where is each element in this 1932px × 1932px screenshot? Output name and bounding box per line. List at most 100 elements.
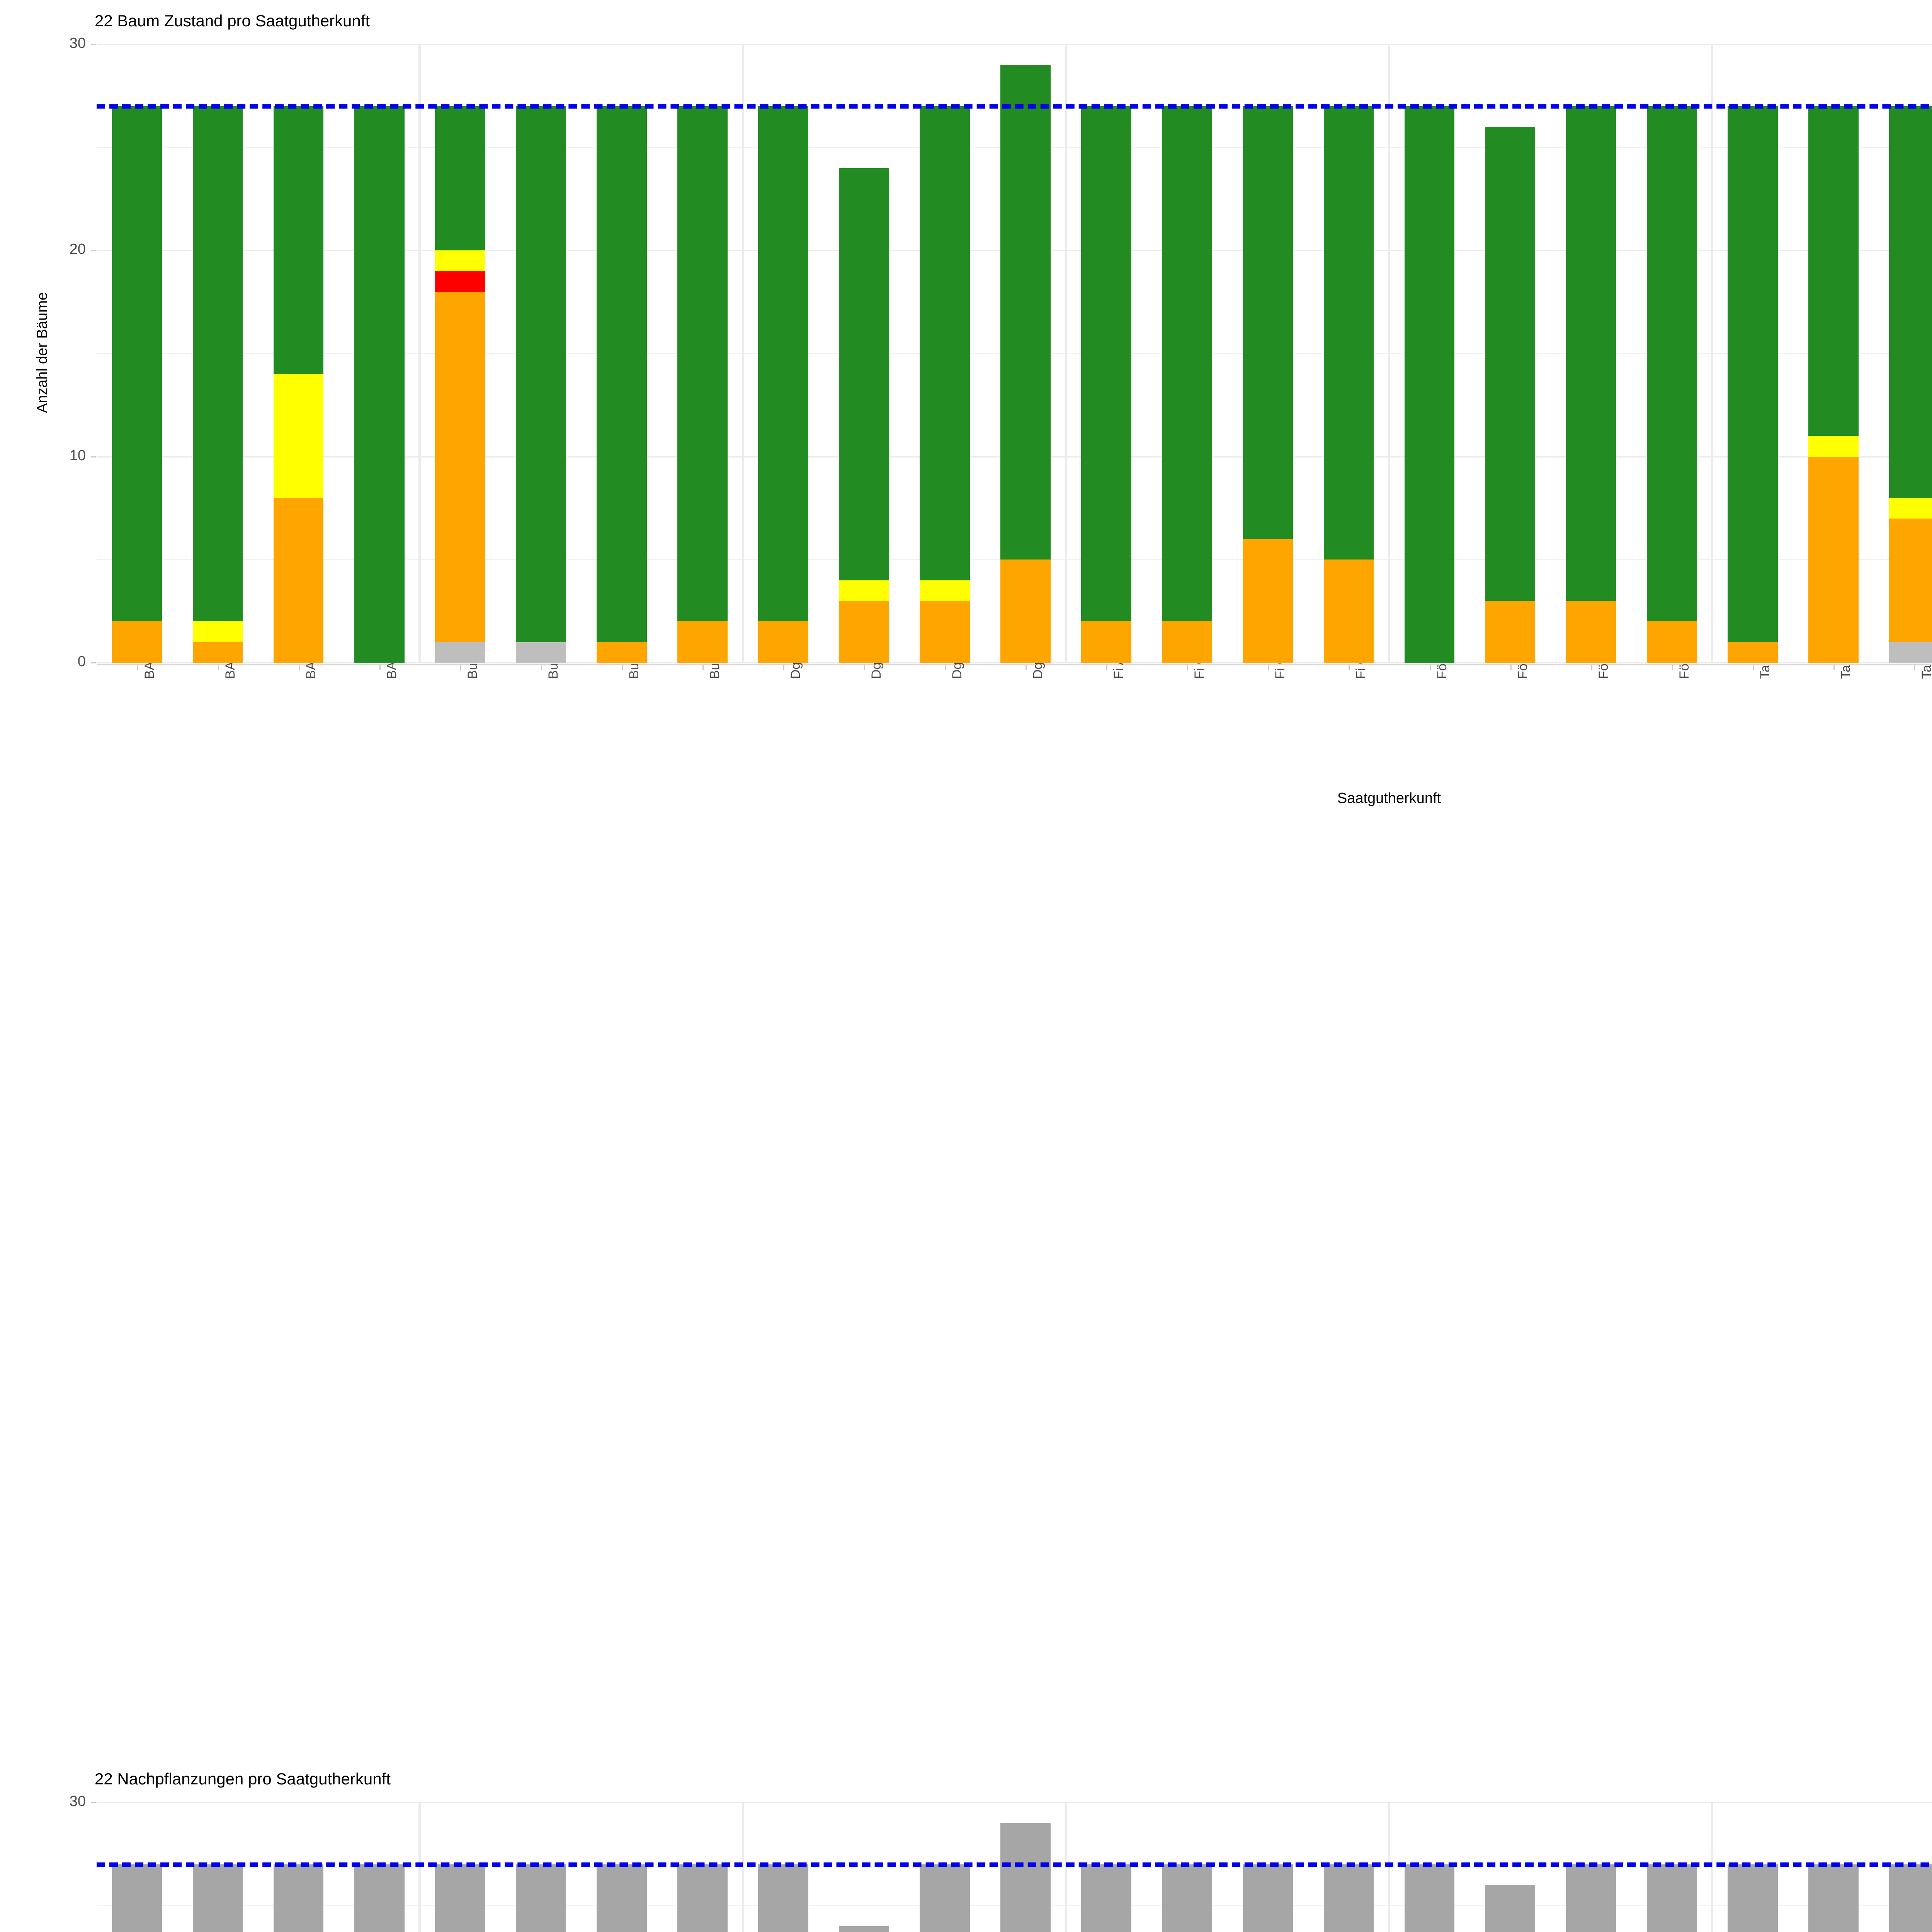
bar-segment bbox=[839, 1926, 889, 1932]
bar-fö-ch-flä[interactable] bbox=[1404, 106, 1455, 663]
x-axis-tick-mark bbox=[1268, 665, 1269, 670]
y-axis-tick-label: 30 bbox=[69, 35, 86, 51]
bar-segment bbox=[920, 1864, 970, 1932]
bar-fö-ch-sou[interactable] bbox=[1566, 1864, 1616, 1932]
bar-segment bbox=[1889, 498, 1932, 519]
bar-segment bbox=[597, 1864, 647, 1932]
bar-bah-ch-fli[interactable] bbox=[192, 1864, 243, 1932]
bar-dgl-us-ran[interactable] bbox=[1000, 65, 1051, 663]
bar-ta-ch-häg[interactable] bbox=[1727, 106, 1778, 663]
bar-bu-ch-sai[interactable] bbox=[597, 1864, 647, 1932]
bar-segment bbox=[1162, 621, 1213, 663]
bar-dgl-us-ran[interactable] bbox=[1000, 1823, 1051, 1932]
bar-segment bbox=[1646, 106, 1697, 622]
bar-segment bbox=[1566, 601, 1616, 663]
bar-fö-ch-leu[interactable] bbox=[1485, 1885, 1536, 1932]
bar-bah-ch-cor[interactable] bbox=[112, 1864, 162, 1932]
bar-segment bbox=[354, 1864, 405, 1932]
bar-segment bbox=[839, 580, 889, 601]
bar-fi-at-mün[interactable] bbox=[1081, 106, 1132, 663]
bar-dgl-us-min[interactable] bbox=[920, 1864, 970, 1932]
x-axis-tick-mark bbox=[945, 665, 946, 670]
bar-bah-ch-leu[interactable] bbox=[354, 106, 405, 663]
gridline-vertical bbox=[1711, 1803, 1714, 1932]
bar-fi-ch-alp[interactable] bbox=[1162, 106, 1213, 663]
bar-segment bbox=[597, 642, 647, 663]
bar-segment bbox=[1808, 1864, 1859, 1932]
x-axis-tick-mark bbox=[1187, 665, 1189, 670]
bar-fö-ch-leu[interactable] bbox=[1485, 127, 1536, 663]
bar-segment bbox=[273, 106, 324, 374]
x-axis-tick-mark bbox=[460, 665, 461, 670]
x-axis-tick-mark bbox=[1833, 665, 1835, 670]
bar-segment bbox=[112, 1864, 162, 1932]
plot-area-top bbox=[97, 44, 1932, 663]
bar-dgl-ch-grä[interactable] bbox=[758, 1864, 808, 1932]
x-axis-tick-mark bbox=[1349, 665, 1350, 670]
panel-baum-zustand: 22 Baum Zustand pro Saatgutherkunft Anza… bbox=[0, 0, 1932, 869]
bar-segment bbox=[435, 271, 485, 292]
bar-ta-ch-mar[interactable] bbox=[1808, 1864, 1859, 1932]
x-axis-tick-mark bbox=[218, 665, 219, 670]
gridline-horizontal bbox=[97, 662, 1932, 663]
bar-segment bbox=[1808, 456, 1859, 663]
bar-dgl-ch-täg[interactable] bbox=[839, 1926, 889, 1932]
bar-dgl-us-min[interactable] bbox=[920, 106, 970, 663]
bar-segment bbox=[839, 168, 889, 580]
bar-fö-ch-flä[interactable] bbox=[1404, 1864, 1455, 1932]
reference-line bbox=[97, 104, 1932, 109]
bar-dgl-ch-grä[interactable] bbox=[758, 106, 808, 663]
bar-bu-ch-die[interactable] bbox=[516, 1864, 566, 1932]
bar-dgl-ch-täg[interactable] bbox=[839, 168, 889, 663]
panel-nachpflanzungen: 22 Nachpflanzungen pro Saatgutherkunft A… bbox=[0, 869, 1932, 1932]
bar-bah-ch-leu[interactable] bbox=[354, 1864, 405, 1932]
x-axis-tick-mark bbox=[1429, 665, 1431, 670]
bar-fö-ch-wür[interactable] bbox=[1646, 106, 1697, 663]
bar-fi-ch-see[interactable] bbox=[1323, 106, 1374, 663]
x-axis-line bbox=[97, 664, 1932, 665]
bar-bu-ch-woh[interactable] bbox=[677, 106, 728, 663]
y-axis-tick-label: 10 bbox=[69, 447, 86, 464]
bar-segment bbox=[435, 106, 485, 251]
bar-segment bbox=[920, 601, 970, 663]
bar-bah-ch-gug[interactable] bbox=[273, 1864, 324, 1932]
bar-fi-at-mün[interactable] bbox=[1081, 1864, 1132, 1932]
bar-bah-ch-cor[interactable] bbox=[112, 106, 162, 663]
bar-segment bbox=[758, 621, 808, 663]
bar-ta-ch-mar[interactable] bbox=[1808, 106, 1859, 663]
bar-segment bbox=[1081, 106, 1132, 622]
x-axis-tick-mark bbox=[1510, 665, 1512, 670]
gridline-vertical bbox=[742, 1803, 744, 1932]
bar-fi-ch-alp[interactable] bbox=[1162, 1864, 1213, 1932]
gridline-horizontal bbox=[97, 1802, 1932, 1803]
bar-ta-ch-ons[interactable] bbox=[1889, 106, 1932, 663]
bar-fi-ch-see[interactable] bbox=[1323, 1864, 1374, 1932]
bar-segment bbox=[1485, 127, 1536, 601]
bar-fö-ch-wür[interactable] bbox=[1646, 1864, 1697, 1932]
bar-segment bbox=[354, 106, 405, 663]
bar-ta-ch-häg[interactable] bbox=[1727, 1864, 1778, 1932]
bar-fi-ch-bur[interactable] bbox=[1243, 106, 1293, 663]
bar-segment bbox=[1323, 106, 1374, 560]
bar-fi-ch-bur[interactable] bbox=[1243, 1864, 1293, 1932]
bar-bu-ch-die[interactable] bbox=[516, 106, 566, 663]
x-axis-tick-mark bbox=[137, 665, 138, 670]
y-axis-tick-label: 30 bbox=[69, 1793, 86, 1810]
bar-segment bbox=[112, 106, 162, 622]
bar-segment bbox=[1808, 436, 1859, 457]
bar-segment bbox=[112, 621, 162, 663]
bar-bu-ch-sai[interactable] bbox=[597, 106, 647, 663]
bar-segment bbox=[1646, 621, 1697, 663]
bar-segment bbox=[435, 250, 485, 271]
gridline-vertical bbox=[1065, 1803, 1067, 1932]
bar-bah-ch-gug[interactable] bbox=[273, 106, 324, 663]
bar-bu-ch-cap[interactable] bbox=[435, 106, 485, 663]
bar-bah-ch-fli[interactable] bbox=[192, 106, 243, 663]
x-axis-tick-mark bbox=[1026, 665, 1027, 670]
y-axis-tick-mark bbox=[91, 44, 96, 45]
bar-ta-ch-ons[interactable] bbox=[1889, 1864, 1932, 1932]
bar-bu-ch-cap[interactable] bbox=[435, 1864, 485, 1932]
bar-bu-ch-woh[interactable] bbox=[677, 1864, 728, 1932]
bar-segment bbox=[1889, 642, 1932, 663]
bar-fö-ch-sou[interactable] bbox=[1566, 106, 1616, 663]
